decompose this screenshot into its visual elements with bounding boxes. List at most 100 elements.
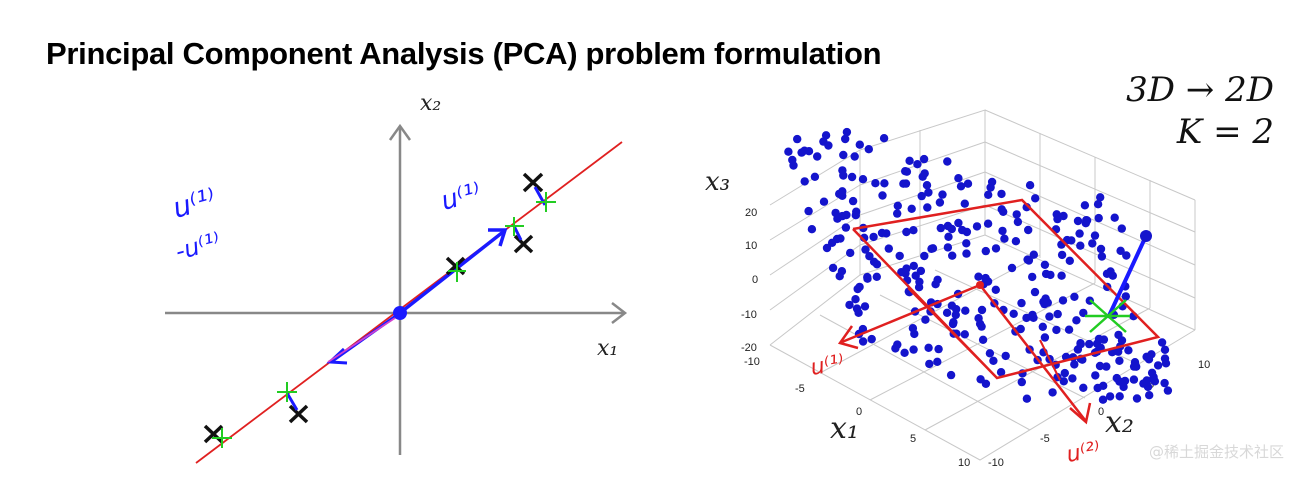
x2-tick: 0 <box>1098 406 1104 418</box>
scatter-point <box>1097 252 1107 261</box>
scatter-point <box>938 190 947 199</box>
scatter-point <box>1075 229 1084 238</box>
u1-vector <box>398 230 505 315</box>
scatter-point <box>793 134 802 144</box>
scatter-point <box>842 210 851 220</box>
scatter-point <box>1045 312 1054 321</box>
z-tick: 20 <box>745 207 757 219</box>
plane-diagonal <box>907 287 998 379</box>
scatter-point <box>893 201 902 210</box>
x1-tick: 10 <box>958 457 970 469</box>
scatter-point <box>893 209 902 218</box>
scatter-point <box>797 148 806 157</box>
scatter-point <box>977 305 987 315</box>
u1-label-3d: u⁽¹⁾ <box>809 350 846 380</box>
scatter-point <box>931 280 940 289</box>
scatter-point <box>863 272 872 282</box>
scatter-point <box>1079 383 1088 392</box>
scatter-point <box>1090 231 1100 240</box>
scatter-point <box>828 263 838 273</box>
scatter-point <box>1022 394 1032 403</box>
scatter-point <box>1093 200 1103 209</box>
scatter-point <box>1091 371 1100 380</box>
scatter-point <box>1038 322 1048 331</box>
scatter-point <box>838 187 847 196</box>
scatter-point <box>1059 211 1068 221</box>
scatter-point <box>948 319 958 329</box>
scatter-point <box>916 266 926 276</box>
scatter-point <box>1052 325 1061 335</box>
scatter-point <box>1065 256 1075 265</box>
scatter-point <box>852 304 862 313</box>
z-tick: -10 <box>741 309 757 321</box>
scatter-point <box>901 179 911 188</box>
data-point-1 <box>522 172 544 193</box>
scatter-point <box>997 189 1006 199</box>
projection-mark-3d <box>1085 299 1130 333</box>
scatter-point <box>1048 388 1057 397</box>
scatter-point <box>1017 298 1026 308</box>
scatter-point <box>1007 263 1017 273</box>
scatter-point <box>893 340 902 349</box>
scatter-point <box>839 150 848 160</box>
projection-line <box>195 141 623 464</box>
z-tick: -20 <box>741 342 757 354</box>
x2-tick: -5 <box>1040 433 1050 445</box>
scatter-point <box>1080 201 1090 210</box>
scatter-point <box>919 154 929 164</box>
scatter-point <box>839 171 848 180</box>
projected-point-source <box>1140 230 1152 242</box>
scatter-point <box>996 368 1006 377</box>
scatter-point <box>927 244 936 253</box>
x2-tick: 10 <box>1198 359 1210 371</box>
scatter-point <box>846 248 855 258</box>
scatter-point <box>954 174 963 183</box>
scatter-point <box>1115 356 1124 365</box>
scatter-point <box>1057 271 1066 280</box>
scatter-point <box>1009 309 1018 318</box>
scatter-point <box>962 239 971 248</box>
u2-arrow-3d-tail <box>1039 339 1061 381</box>
scatter-point <box>1088 239 1097 248</box>
scatter-point <box>1076 241 1085 250</box>
projection-mark-2 <box>505 217 524 236</box>
scatter-point <box>895 251 904 261</box>
watermark: @稀土掘金技术社区 <box>1148 443 1284 461</box>
scatter-point <box>784 147 793 156</box>
data-point-4 <box>288 404 309 424</box>
scatter-point <box>804 206 813 216</box>
projection-mark-3 <box>448 262 466 282</box>
scatter-point <box>978 335 988 344</box>
scatter-point <box>1122 251 1131 260</box>
scatter-point <box>879 134 889 143</box>
scatter-point <box>821 131 831 140</box>
scatter-point <box>858 175 868 184</box>
projection-mark-5 <box>212 428 232 448</box>
scatter-point <box>905 156 914 165</box>
scatter-point <box>1145 391 1154 400</box>
scatter-point <box>1059 377 1069 386</box>
scatter-point <box>1160 345 1170 354</box>
scatter-point <box>984 190 993 199</box>
x2-axis-arrow <box>388 123 412 141</box>
scatter-point <box>841 223 851 232</box>
scatter-point <box>915 277 924 286</box>
scatter-point <box>1163 386 1173 395</box>
scatter-point <box>1132 394 1142 403</box>
scatter-point <box>845 300 854 310</box>
scatter-point <box>1144 355 1154 364</box>
scatter-point <box>847 172 857 182</box>
scatter-point <box>1023 225 1033 235</box>
scatter-point <box>962 249 971 258</box>
scatter-point <box>935 198 945 207</box>
scatter-point <box>1052 210 1061 219</box>
scatter-point <box>1116 246 1125 255</box>
scatter-point <box>1105 392 1115 401</box>
neg-u1-vector-head <box>326 347 348 365</box>
scatter-point <box>1029 250 1039 259</box>
origin-dot <box>393 306 407 320</box>
scatter-point <box>789 161 798 170</box>
scatter-point <box>998 226 1007 236</box>
scatter-point <box>1110 213 1119 222</box>
